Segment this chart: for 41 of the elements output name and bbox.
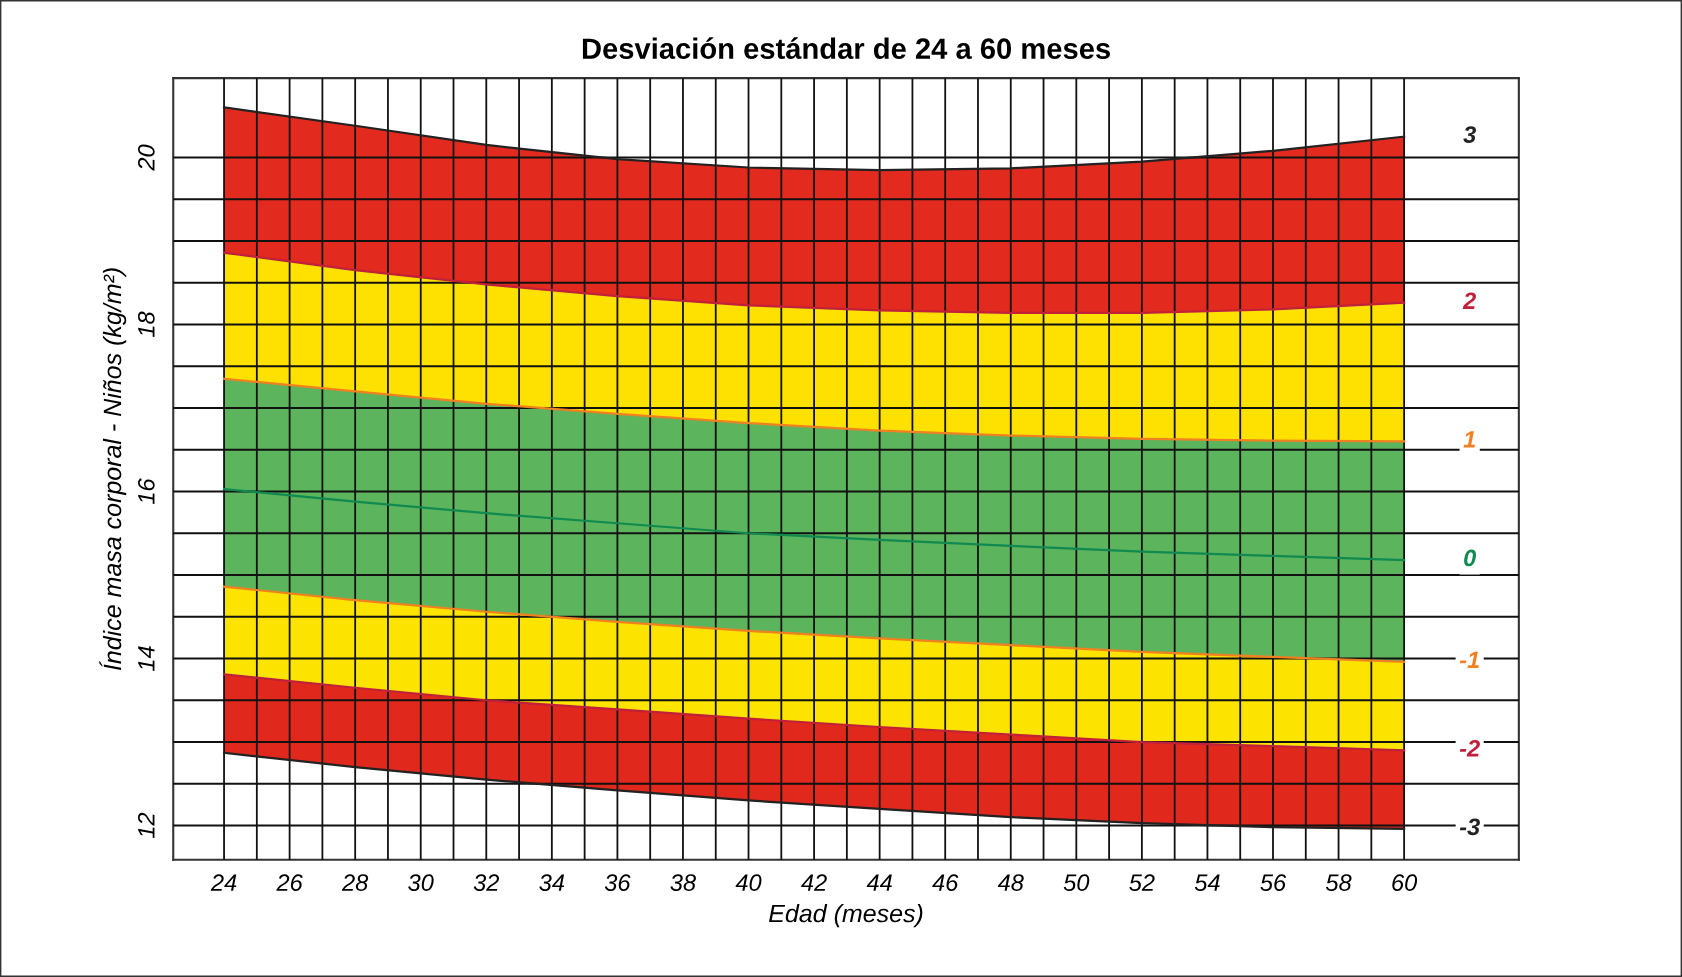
x-tick-label: 26 [276, 874, 303, 891]
line-series [222, 585, 1406, 663]
x-tick-label: 34 [539, 874, 565, 891]
x-tick-label: 40 [735, 874, 762, 891]
line-series [222, 751, 1406, 830]
line-series [222, 106, 1406, 172]
text: -1 [1459, 651, 1479, 668]
text: 1 [1463, 431, 1475, 448]
text: -3 [1459, 818, 1480, 836]
y-axis-title: Índice masa corporal - Niños (kg/m²) [99, 268, 127, 671]
y-tick-label: 14 [138, 646, 155, 672]
x-tick-label: 24 [210, 874, 237, 891]
text: 0 [1464, 549, 1477, 567]
x-tick-label: 48 [997, 874, 1024, 891]
x-tick-label: 42 [801, 874, 827, 891]
chart-title: Desviación estándar de 24 a 60 meses [582, 37, 1110, 59]
x-tick-label: 58 [1325, 874, 1352, 891]
x-tick-label: 28 [341, 874, 369, 891]
x-tick-label: 50 [1063, 874, 1090, 891]
x-tick-label: 56 [1260, 874, 1287, 891]
x-tick-label: 52 [1129, 874, 1155, 891]
text: 2 [1462, 292, 1476, 309]
x-tick-label: 54 [1194, 874, 1220, 891]
x-tick-label: 46 [932, 874, 959, 891]
x-tick-label: 36 [604, 874, 631, 891]
x-tick-label: 30 [408, 874, 434, 891]
x-tick-label: 60 [1392, 874, 1418, 891]
y-tick-label: 16 [137, 478, 155, 505]
line-series [222, 487, 1406, 562]
x-tick-label: 38 [670, 874, 696, 891]
text: -2 [1459, 739, 1480, 757]
x-tick-label: 44 [866, 874, 892, 891]
y-tick-label: 12 [137, 812, 155, 839]
line-series [222, 251, 1406, 314]
y-tick-label: 20 [137, 144, 155, 171]
y-tick-label: 18 [137, 311, 155, 338]
x-axis-title: Edad (meses) [769, 903, 923, 928]
line-series [222, 673, 1406, 752]
text: 3 [1463, 126, 1476, 143]
line-series [222, 377, 1406, 443]
x-tick-label: 32 [473, 874, 500, 891]
